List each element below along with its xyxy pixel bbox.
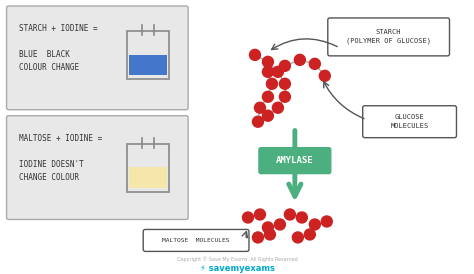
Circle shape — [279, 78, 291, 89]
Circle shape — [266, 78, 277, 89]
Circle shape — [255, 209, 265, 220]
Circle shape — [249, 49, 260, 60]
Circle shape — [273, 66, 283, 77]
Circle shape — [263, 66, 273, 77]
Circle shape — [255, 102, 265, 113]
Circle shape — [304, 229, 315, 240]
Circle shape — [264, 229, 275, 240]
Circle shape — [253, 116, 264, 127]
FancyBboxPatch shape — [259, 148, 331, 174]
Circle shape — [321, 216, 332, 227]
Circle shape — [319, 70, 330, 81]
Circle shape — [263, 222, 273, 233]
Circle shape — [263, 56, 273, 67]
Text: STARCH + IODINE =: STARCH + IODINE = — [18, 24, 97, 33]
Circle shape — [279, 91, 291, 102]
Text: AMYLASE: AMYLASE — [276, 156, 314, 165]
FancyBboxPatch shape — [363, 106, 456, 138]
FancyBboxPatch shape — [143, 229, 249, 252]
Text: BLUE  BLACK
COLOUR CHANGE: BLUE BLACK COLOUR CHANGE — [18, 50, 79, 72]
Text: ⚡ savemyexams: ⚡ savemyexams — [200, 264, 274, 273]
Circle shape — [274, 219, 285, 230]
Circle shape — [279, 60, 291, 71]
Bar — [129, 167, 167, 188]
Text: MALTOSE + IODINE =: MALTOSE + IODINE = — [18, 134, 102, 143]
Circle shape — [310, 219, 320, 230]
Circle shape — [263, 110, 273, 121]
Text: STARCH
(POLYMER OF GLUCOSE): STARCH (POLYMER OF GLUCOSE) — [346, 29, 431, 44]
Circle shape — [310, 58, 320, 69]
FancyBboxPatch shape — [7, 6, 188, 110]
FancyBboxPatch shape — [7, 116, 188, 219]
Text: Copyright © Save My Exams. All Rights Reserved: Copyright © Save My Exams. All Rights Re… — [177, 256, 297, 262]
Circle shape — [294, 54, 305, 65]
Circle shape — [263, 91, 273, 102]
FancyBboxPatch shape — [328, 18, 449, 56]
Circle shape — [273, 102, 283, 113]
Circle shape — [253, 232, 264, 243]
Circle shape — [243, 212, 254, 223]
Circle shape — [284, 209, 295, 220]
Text: GLUCOSE
MOLECULES: GLUCOSE MOLECULES — [391, 115, 428, 129]
Circle shape — [292, 232, 303, 243]
Bar — [129, 55, 167, 75]
Text: IODINE DOESN'T
CHANGE COLOUR: IODINE DOESN'T CHANGE COLOUR — [18, 160, 83, 182]
Circle shape — [296, 212, 307, 223]
Text: MALTOSE  MOLECULES: MALTOSE MOLECULES — [163, 238, 230, 243]
